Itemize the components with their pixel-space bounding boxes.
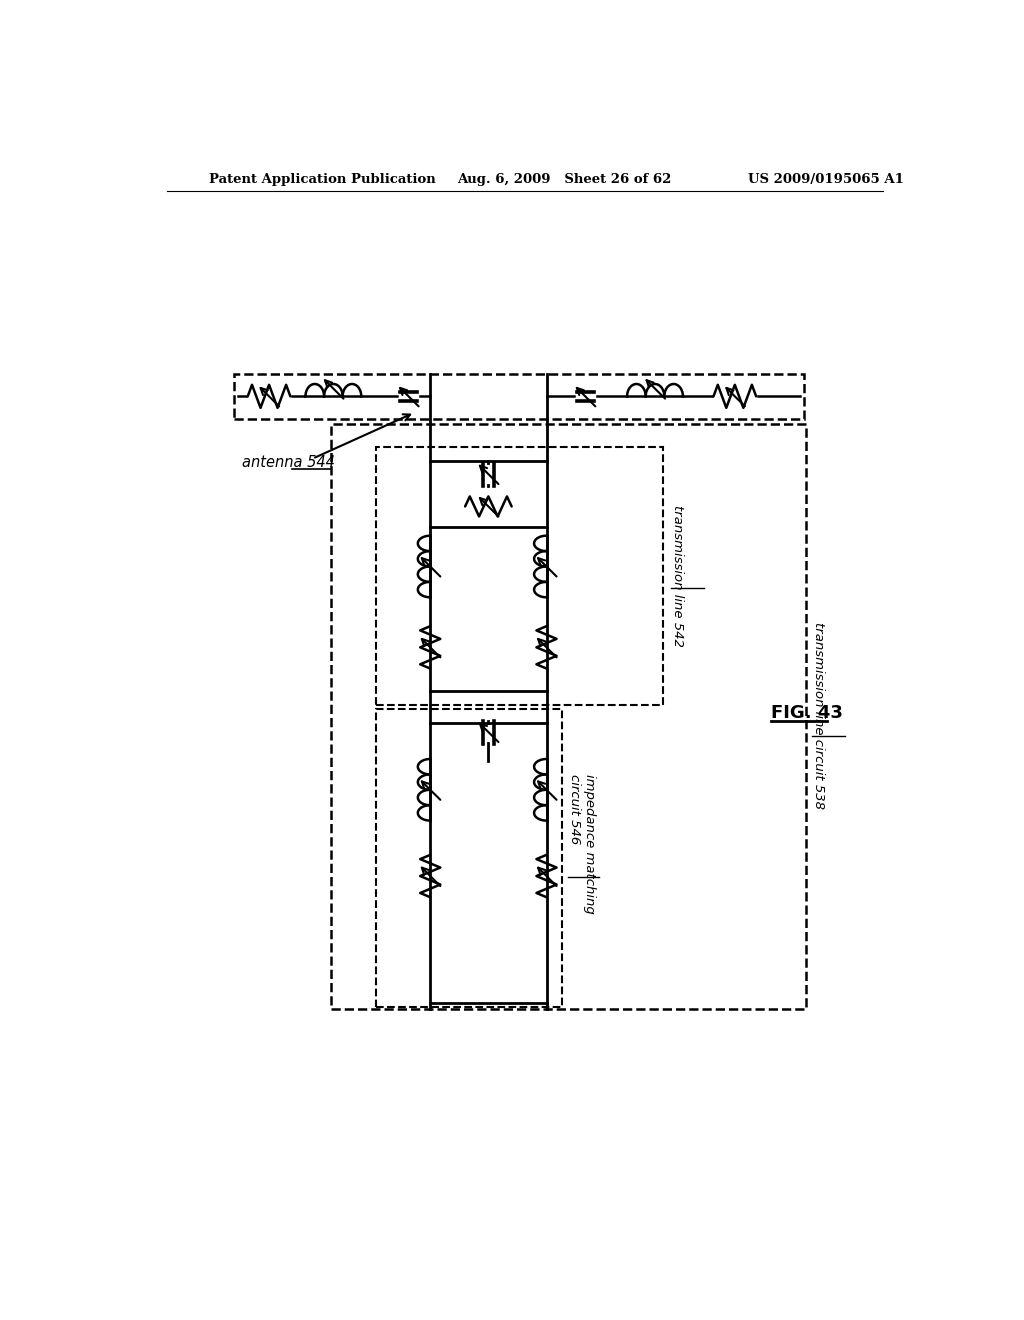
Text: Patent Application Publication: Patent Application Publication [209, 173, 436, 186]
Text: transmission line circuit 538: transmission line circuit 538 [812, 622, 824, 809]
Text: US 2009/0195065 A1: US 2009/0195065 A1 [748, 173, 904, 186]
Text: Aug. 6, 2009   Sheet 26 of 62: Aug. 6, 2009 Sheet 26 of 62 [458, 173, 672, 186]
Text: FIG. 43: FIG. 43 [771, 704, 843, 722]
Text: antenna 544: antenna 544 [242, 455, 335, 470]
Text: transmission line 542: transmission line 542 [671, 504, 683, 647]
Text: impedance matching
circuit 546: impedance matching circuit 546 [568, 774, 596, 913]
